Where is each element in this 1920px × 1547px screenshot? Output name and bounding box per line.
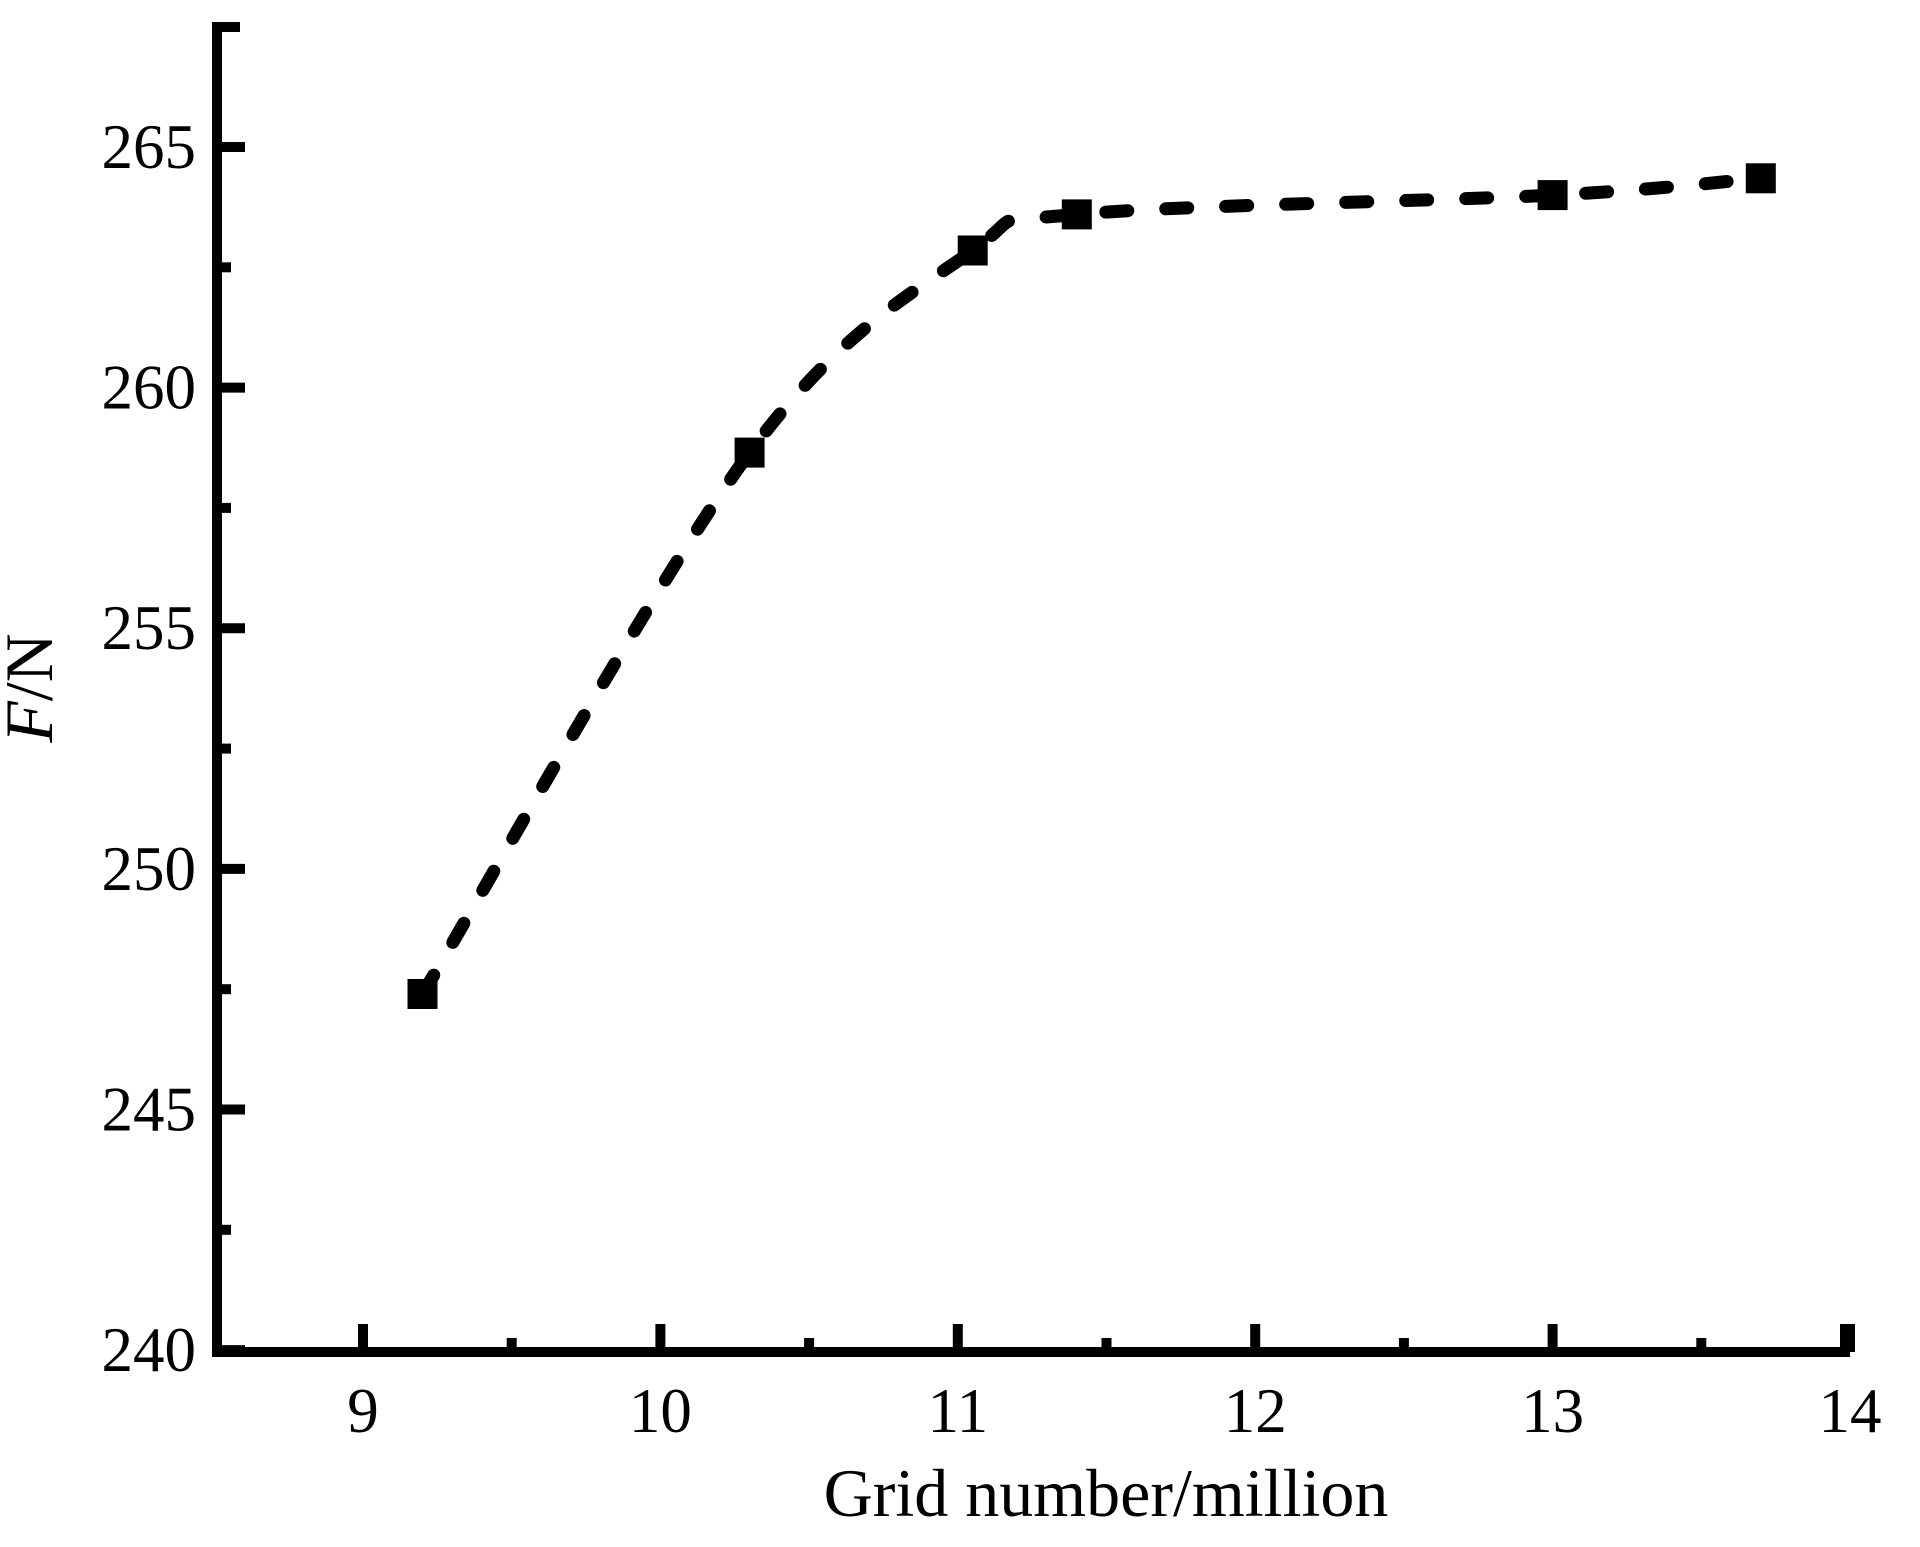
data-point-marker bbox=[957, 235, 988, 266]
x-tick-label: 14 bbox=[1819, 1376, 1882, 1446]
ticks bbox=[217, 142, 1855, 1356]
data-point-marker bbox=[734, 437, 765, 468]
y-axis-title-unit: /N bbox=[0, 633, 67, 701]
y-tick-label: 265 bbox=[102, 112, 197, 182]
series-dashed-line bbox=[416, 171, 1768, 1001]
axes bbox=[212, 22, 1850, 1357]
x-tick-label: 9 bbox=[347, 1376, 379, 1446]
data-series bbox=[407, 163, 1776, 1009]
tick-labels: 240 245 250 255 260 265 9 10 11 12 13 14 bbox=[102, 112, 1882, 1446]
x-tick-label: 12 bbox=[1224, 1376, 1287, 1446]
x-axis-title: Grid number/million bbox=[824, 1455, 1389, 1531]
data-point-marker bbox=[1745, 163, 1776, 194]
y-tick-label: 245 bbox=[102, 1075, 197, 1145]
data-point-marker bbox=[1537, 180, 1568, 211]
data-point-marker bbox=[407, 979, 438, 1009]
y-tick-label: 255 bbox=[102, 593, 197, 663]
x-tick-label: 11 bbox=[927, 1376, 988, 1446]
y-axis-title-variable: F bbox=[0, 700, 67, 744]
y-tick-label: 240 bbox=[102, 1315, 197, 1385]
y-axis-title: F/N bbox=[0, 633, 67, 744]
x-tick-label: 13 bbox=[1521, 1376, 1584, 1446]
y-tick-label: 250 bbox=[102, 834, 197, 904]
y-tick-label: 260 bbox=[102, 353, 197, 423]
x-tick-label: 10 bbox=[629, 1376, 692, 1446]
data-point-marker bbox=[1061, 199, 1092, 230]
